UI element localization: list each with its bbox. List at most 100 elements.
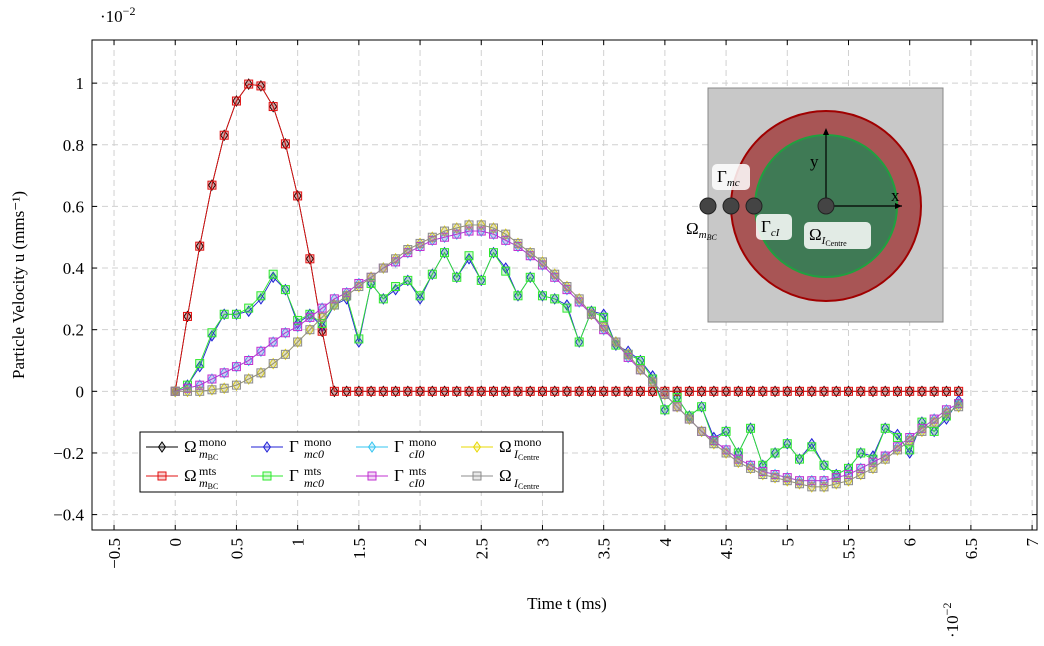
marker xyxy=(537,291,547,301)
marker xyxy=(427,232,437,242)
marker xyxy=(219,368,229,378)
y-multiplier: ·10−2 xyxy=(100,4,135,26)
marker xyxy=(256,291,266,301)
marker xyxy=(905,386,915,396)
legend-label-part: Centre xyxy=(518,453,540,462)
marker xyxy=(501,262,510,274)
marker xyxy=(611,386,621,396)
marker xyxy=(599,386,609,396)
legend-label-part: m xyxy=(199,447,208,461)
marker xyxy=(623,386,633,396)
legend-label-part: BC xyxy=(208,482,219,491)
marker xyxy=(305,254,315,264)
marker xyxy=(262,471,272,481)
marker xyxy=(452,223,462,233)
marker xyxy=(489,386,499,396)
marker xyxy=(697,426,707,436)
marker xyxy=(892,386,902,396)
marker xyxy=(562,386,572,396)
marker xyxy=(280,285,290,295)
marker xyxy=(366,386,376,396)
marker xyxy=(472,471,482,481)
marker xyxy=(293,322,303,332)
marker xyxy=(831,479,841,489)
marker xyxy=(660,389,670,399)
marker xyxy=(305,312,315,322)
marker xyxy=(489,223,499,233)
marker xyxy=(403,245,413,255)
x-axis-label: Time t (ms) xyxy=(527,594,607,613)
legend-label-part: m xyxy=(199,476,208,490)
marker xyxy=(342,291,352,301)
marker xyxy=(635,365,645,375)
inset-diagram: x y Γmc ΓcI ΩmBC ΩICentre xyxy=(686,87,944,323)
marker xyxy=(293,317,302,330)
marker xyxy=(269,271,278,284)
marker xyxy=(660,405,670,415)
marker xyxy=(476,386,486,396)
marker xyxy=(354,336,363,348)
marker xyxy=(472,441,482,453)
marker xyxy=(513,291,523,301)
point xyxy=(817,197,835,215)
series xyxy=(170,79,964,396)
marker xyxy=(476,226,486,236)
marker xyxy=(317,312,327,322)
inset-x-label: x xyxy=(891,186,900,205)
marker xyxy=(317,303,327,313)
point xyxy=(745,197,763,215)
marker xyxy=(219,130,229,140)
legend-label-part: Ω xyxy=(184,437,197,456)
marker xyxy=(452,272,462,282)
marker xyxy=(231,96,241,106)
marker xyxy=(905,447,914,459)
marker xyxy=(525,272,535,282)
legend-label-part: Centre xyxy=(518,482,540,491)
marker xyxy=(464,252,474,265)
marker xyxy=(954,402,964,412)
x-tick-label: 6 xyxy=(901,538,920,547)
marker xyxy=(892,433,902,443)
marker xyxy=(195,241,205,251)
marker xyxy=(795,454,805,464)
legend-label-part: mono xyxy=(409,435,436,449)
marker xyxy=(733,386,743,396)
marker xyxy=(697,402,707,412)
marker xyxy=(733,448,743,458)
marker xyxy=(746,463,756,473)
marker xyxy=(635,356,645,366)
marker xyxy=(941,408,951,418)
marker xyxy=(293,315,303,325)
marker xyxy=(317,326,327,336)
x-tick-label: 3.5 xyxy=(595,538,614,559)
marker xyxy=(244,374,254,384)
x-tick-label: 1.5 xyxy=(350,538,369,559)
marker xyxy=(807,476,817,486)
marker xyxy=(317,319,327,329)
marker xyxy=(893,428,902,441)
marker xyxy=(795,386,805,396)
marker xyxy=(367,441,377,453)
marker xyxy=(501,266,511,276)
y-tick-label: 0.4 xyxy=(63,259,85,278)
marker xyxy=(684,386,694,396)
marker xyxy=(843,386,853,396)
marker xyxy=(684,414,694,424)
marker xyxy=(464,251,474,261)
x-tick-label: 3 xyxy=(533,538,552,547)
x-tick-label: −0.5 xyxy=(105,538,124,569)
marker xyxy=(537,257,547,267)
marker xyxy=(856,448,866,458)
marker xyxy=(391,254,401,264)
y-tick-label: 1 xyxy=(76,74,85,93)
x-tick-label: 2 xyxy=(411,538,430,547)
marker xyxy=(207,328,217,338)
marker xyxy=(354,334,364,344)
marker xyxy=(758,470,768,480)
marker xyxy=(550,294,560,304)
marker xyxy=(452,386,462,396)
legend-label-part: I xyxy=(513,447,519,461)
marker xyxy=(525,248,535,258)
marker xyxy=(917,417,927,427)
